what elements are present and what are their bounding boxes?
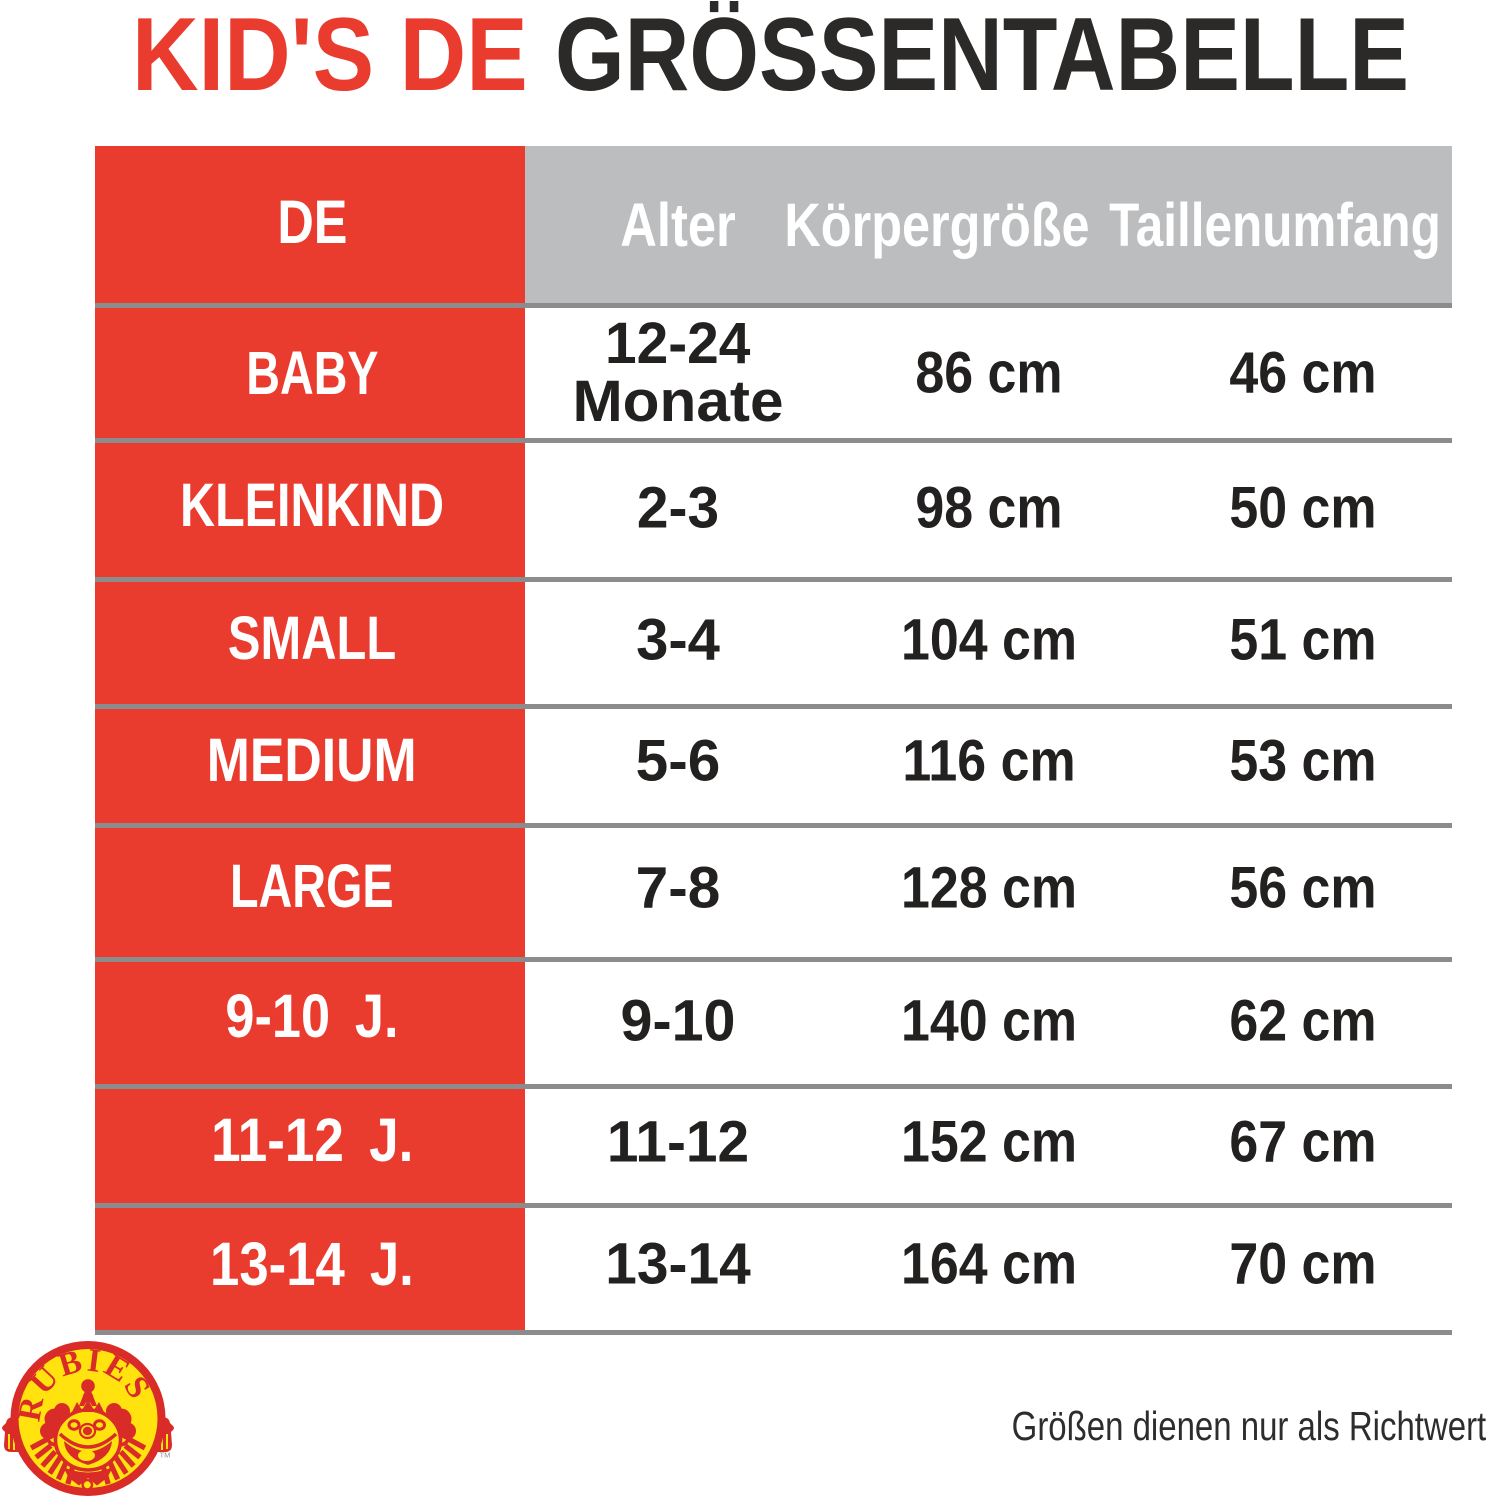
svg-text:TM: TM [160,1451,171,1460]
